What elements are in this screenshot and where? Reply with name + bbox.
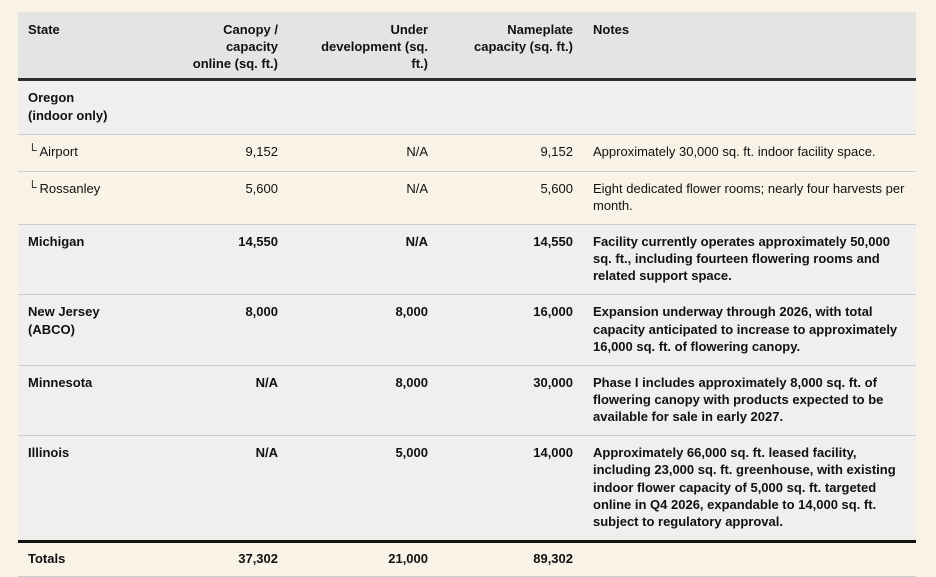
nameplate-cell: 14,000 [438, 435, 583, 542]
nameplate-cell: 16,000 [438, 294, 583, 366]
col-header-nameplate-capacity: Nameplate capacity (sq. ft.) [438, 12, 583, 80]
notes-cell: Approximately 66,000 sq. ft. leased faci… [583, 435, 916, 542]
table-body: Oregon (indoor only) └ Airport 9,152 N/A … [18, 79, 916, 577]
canopy-cell: 8,000 [158, 294, 288, 366]
header-row: State Canopy / capacity online (sq. ft.)… [18, 12, 916, 80]
notes-cell: Phase I includes approximately 8,000 sq.… [583, 365, 916, 436]
facility-name: Airport [39, 143, 78, 159]
col-header-state: State [18, 12, 158, 80]
nameplate-cell [438, 79, 583, 135]
state-cell: Illinois [18, 435, 158, 542]
notes-cell: Expansion underway through 2026, with to… [583, 294, 916, 366]
under-development-cell: N/A [406, 180, 428, 196]
totals-notes-cell [583, 542, 916, 577]
table-row-minnesota: Minnesota N/A 8,000 30,000 Phase I inclu… [18, 365, 916, 436]
notes-cell [583, 79, 916, 135]
col-header-under-development: Under development (sq. ft.) [288, 12, 438, 80]
under-development-cell: 5,000 [288, 435, 438, 542]
notes-cell: Facility currently operates approximatel… [583, 224, 916, 295]
table-row-oregon: Oregon (indoor only) [18, 79, 916, 135]
under-development-cell: 8,000 [288, 365, 438, 436]
canopy-cell: N/A [158, 365, 288, 436]
facility-name: Rossanley [39, 180, 101, 196]
state-cell: New Jersey (ABCO) [18, 294, 158, 366]
sub-row-corner-glyph: └ [28, 179, 37, 194]
table-row-new-jersey: New Jersey (ABCO) 8,000 8,000 16,000 Exp… [18, 294, 916, 366]
nameplate-cell: 5,600 [540, 180, 573, 196]
sub-row-corner-glyph: └ [28, 142, 37, 157]
state-cell: Michigan [18, 224, 158, 295]
canopy-cell: 9,152 [245, 143, 278, 159]
under-development-cell: 8,000 [288, 294, 438, 366]
notes-cell: Eight dedicated flower rooms; nearly fou… [593, 180, 905, 213]
nameplate-cell: 14,550 [438, 224, 583, 295]
canopy-cell: N/A [158, 435, 288, 542]
table-row-michigan: Michigan 14,550 N/A 14,550 Facility curr… [18, 224, 916, 295]
table-row-totals: Totals 37,302 21,000 89,302 [18, 541, 916, 577]
table-row-rossanley: └ Rossanley 5,600 N/A 5,600 Eight dedicat… [18, 171, 916, 224]
state-cell: Minnesota [18, 365, 158, 436]
canopy-cell [158, 79, 288, 135]
table-row-illinois: Illinois N/A 5,000 14,000 Approximately … [18, 435, 916, 542]
table-header: State Canopy / capacity online (sq. ft.)… [18, 12, 916, 80]
under-development-cell: N/A [288, 224, 438, 295]
under-development-cell: N/A [406, 143, 428, 159]
totals-under-development-cell: 21,000 [388, 551, 428, 567]
notes-cell: Approximately 30,000 sq. ft. indoor faci… [593, 143, 876, 159]
nameplate-cell: 30,000 [438, 365, 583, 436]
canopy-cell: 5,600 [245, 180, 278, 196]
state-cell: └ Airport [18, 134, 158, 171]
totals-nameplate-cell: 89,302 [533, 551, 573, 567]
under-development-cell [288, 79, 438, 135]
col-header-canopy-online: Canopy / capacity online (sq. ft.) [158, 12, 288, 80]
totals-label-cell: Totals [28, 551, 66, 567]
facility-capacity-table: State Canopy / capacity online (sq. ft.)… [18, 12, 916, 577]
table-row-airport: └ Airport 9,152 N/A 9,152 Approximately 3… [18, 134, 916, 171]
canopy-cell: 14,550 [158, 224, 288, 295]
state-cell: Oregon (indoor only) [18, 79, 158, 135]
state-cell: └ Rossanley [18, 171, 158, 224]
totals-canopy-cell: 37,302 [238, 551, 278, 567]
nameplate-cell: 9,152 [540, 143, 573, 159]
col-header-notes: Notes [583, 12, 916, 80]
